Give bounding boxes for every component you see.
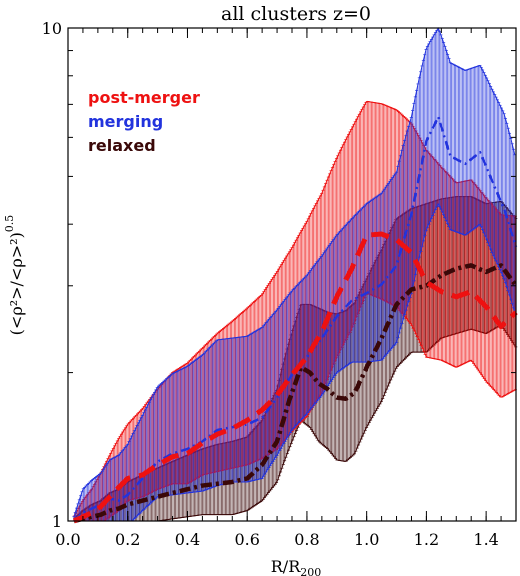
x-tick-label: 0.2	[115, 530, 140, 549]
x-axis-label: R/R200	[271, 557, 321, 576]
post-merger-upper-envelope	[73, 100, 516, 517]
y-tick-label: 10	[42, 19, 62, 38]
x-axis-label-main: R/R	[271, 557, 301, 576]
x-tick-label: 1.0	[354, 530, 379, 549]
svg-text:(<ρ²>/<ρ>²)0.5: (<ρ²>/<ρ>²)0.5	[3, 215, 26, 336]
x-axis-label-subscript: 200	[300, 566, 321, 576]
x-tick-label: 0.8	[294, 530, 319, 549]
axes: 0.0 0.2 0.4 0.6 0.8 1.0 1.2 1.4 1 10	[42, 19, 517, 549]
y-axis-label: (<ρ²>/<ρ>²)0.5	[3, 215, 26, 336]
x-tick-label: 1.4	[473, 530, 498, 549]
legend-entry-post-merger: post-merger	[88, 88, 200, 107]
merging-lower-envelope	[73, 203, 516, 522]
y-axis-label-main: (<ρ²>/<ρ>²)	[7, 232, 26, 335]
x-tick-label: 1.2	[414, 530, 439, 549]
y-axis-label-exponent: 0.5	[3, 215, 16, 233]
post-merger-line	[72, 231, 518, 524]
legend: post-merger merging relaxed	[88, 88, 200, 155]
merging-upper-envelope	[73, 27, 516, 517]
legend-entry-relaxed: relaxed	[88, 136, 156, 155]
legend-entry-merging: merging	[88, 112, 163, 131]
chart-title: all clusters z=0	[221, 3, 371, 25]
series-lines	[72, 115, 518, 524]
x-tick-label: 0.6	[234, 530, 259, 549]
y-tick-label: 1	[52, 512, 62, 531]
x-tick-label: 0.4	[175, 530, 200, 549]
x-tick-label: 0.0	[55, 530, 80, 549]
